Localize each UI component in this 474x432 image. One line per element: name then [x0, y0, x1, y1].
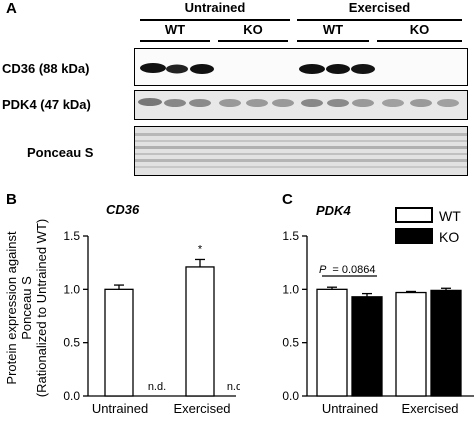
genotype-label: KO: [409, 22, 430, 37]
x-tick-label: Untrained: [92, 401, 148, 416]
group-untrained-label: Untrained: [184, 0, 246, 15]
blot-row-label-cd36: CD36 (88 kDa): [2, 61, 90, 76]
ponceau-bands: [135, 133, 467, 168]
blot-row-label-ponceau: Ponceau S: [27, 145, 94, 160]
group-untrained-underline: [140, 19, 290, 21]
bar: [185, 266, 215, 397]
legend-swatch-ko: [395, 228, 433, 244]
legend-swatch-wt: [395, 207, 433, 223]
y-axis-label-line: (Rationalized to Untrained WT): [34, 219, 49, 397]
bar: [395, 291, 427, 397]
bar: [430, 289, 462, 397]
p-value-symbol: P: [319, 264, 327, 276]
legend-label-ko: KO: [439, 229, 459, 245]
p-value-number: = 0.0864: [332, 264, 375, 276]
genotype-label: WT: [164, 22, 186, 37]
chart-b-title: CD36: [106, 202, 140, 217]
panel-a-letter: A: [6, 0, 17, 17]
blot-row-label-pdk4: PDK4 (47 kDa): [2, 97, 91, 112]
p-value-annotation: P = 0.0864: [319, 264, 376, 276]
legend-label-wt: WT: [439, 208, 461, 224]
genotype-underline: [140, 40, 210, 42]
chart-pdk4: C PDK4 P = 0.0864 WT KO 0.0 0.5 1.0 1.5 Untr…: [282, 191, 474, 416]
y-axis-label-line: Ponceau S: [19, 276, 34, 340]
chart-c-title: PDK4: [316, 203, 351, 218]
cd36-blot-image: [134, 48, 468, 86]
nd-label: n.d.: [148, 381, 166, 393]
y-tick-label: 0.5: [282, 336, 299, 350]
bar: [104, 288, 134, 397]
x-tick-label: Exercised: [173, 401, 230, 416]
panel-b-letter: B: [6, 191, 17, 208]
y-tick-label: 0.0: [63, 389, 80, 403]
bar: [316, 288, 348, 397]
genotype-underline: [377, 40, 462, 42]
bar: [351, 296, 383, 397]
genotype-label: KO: [243, 22, 263, 37]
significance-asterisk: *: [198, 243, 203, 255]
panel-c-letter: C: [282, 191, 293, 208]
pdk4-blot-image: [134, 90, 468, 120]
nd-label: n.d.: [227, 381, 240, 393]
genotype-underline: [297, 40, 369, 42]
y-tick-label: 1.0: [63, 282, 80, 296]
group-exercised-label: Exercised: [348, 0, 411, 15]
genotype-underline: [218, 40, 288, 42]
pdk4-bands: [138, 98, 459, 107]
y-tick-label: 0.0: [282, 389, 299, 403]
cd36-bands: [140, 63, 375, 74]
chart-cd36: B CD36 Protein expression against Poncea…: [4, 191, 240, 416]
y-tick-label: 1.5: [282, 229, 299, 243]
y-tick-label: 1.5: [63, 229, 80, 243]
y-axis-label-line: Protein expression against: [4, 231, 19, 385]
y-tick-label: 0.5: [63, 336, 80, 350]
genotype-label: WT: [322, 22, 344, 37]
x-tick-label: Exercised: [401, 401, 458, 416]
x-tick-label: Untrained: [322, 401, 378, 416]
y-tick-label: 1.0: [282, 282, 299, 296]
ponceau-blot-image: [134, 126, 468, 176]
group-exercised-underline: [297, 19, 462, 21]
